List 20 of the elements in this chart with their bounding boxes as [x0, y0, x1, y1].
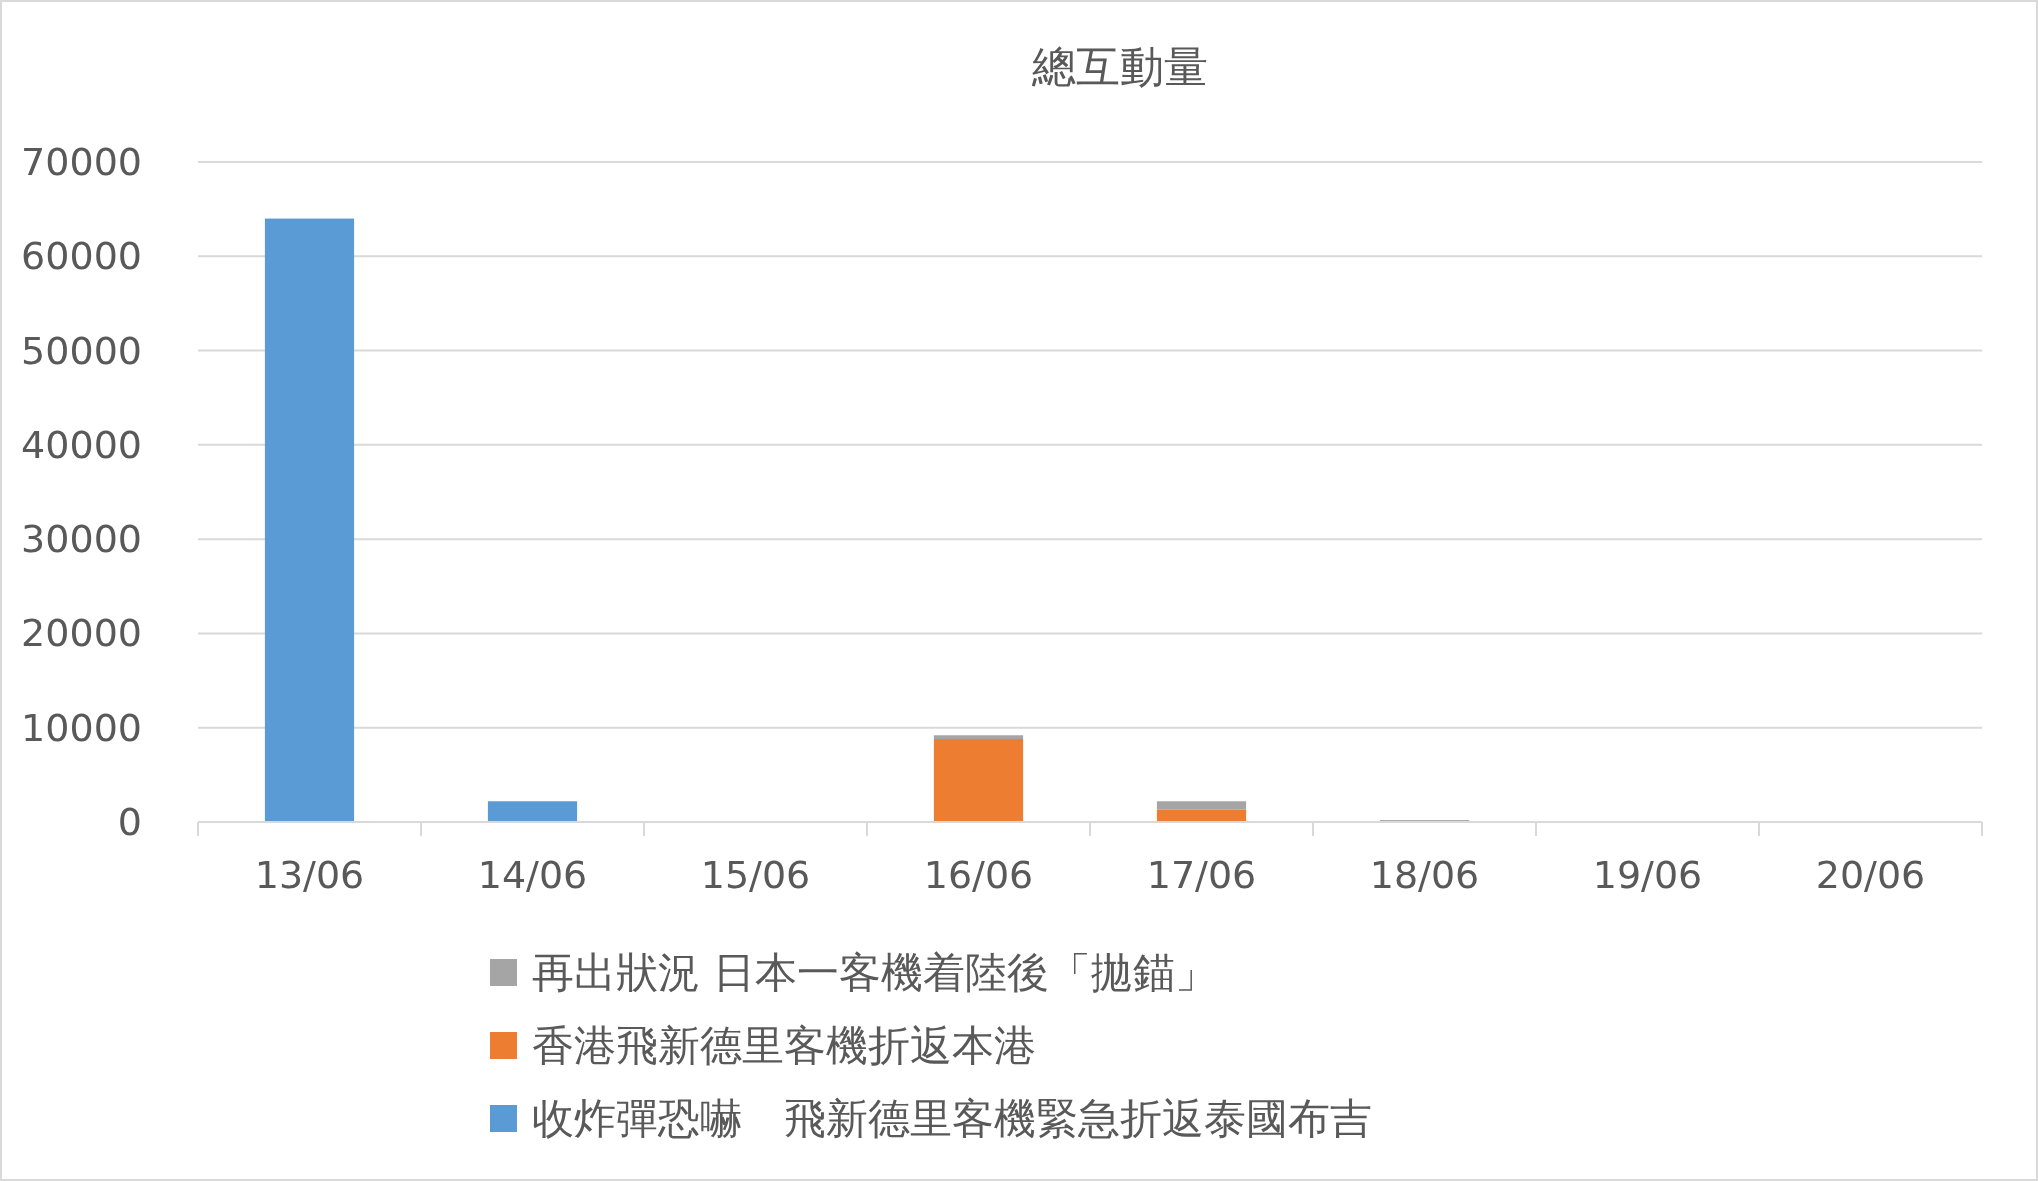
x-tick-label: 19/06 — [1592, 853, 1703, 897]
x-tick-label: 17/06 — [1146, 853, 1257, 897]
y-tick-label: 20000 — [21, 611, 142, 656]
x-tick-label: 20/06 — [1815, 853, 1926, 897]
x-tick-label: 16/06 — [923, 853, 1034, 897]
y-tick-label: 30000 — [21, 517, 142, 562]
x-tick-label: 13/06 — [254, 853, 365, 897]
chart-title: 總互動量 — [1031, 41, 1208, 92]
x-tick-label: 15/06 — [700, 853, 811, 897]
x-tick-label: 18/06 — [1369, 853, 1480, 897]
x-tick-label: 14/06 — [477, 853, 588, 897]
legend-label: 收炸彈恐嚇 飛新德里客機緊急折返泰國布吉 — [532, 1094, 1372, 1143]
y-tick-label: 40000 — [21, 422, 142, 467]
legend-label: 再出狀況 日本一客機着陸後「拋錨」 — [532, 948, 1218, 997]
y-tick-label: 60000 — [21, 234, 142, 279]
y-tick-label: 0 — [117, 800, 142, 844]
legend-label: 香港飛新德里客機折返本港 — [532, 1021, 1036, 1070]
y-tick-label: 70000 — [21, 140, 142, 184]
y-tick-label: 50000 — [21, 328, 142, 373]
y-tick-label: 10000 — [21, 705, 142, 750]
